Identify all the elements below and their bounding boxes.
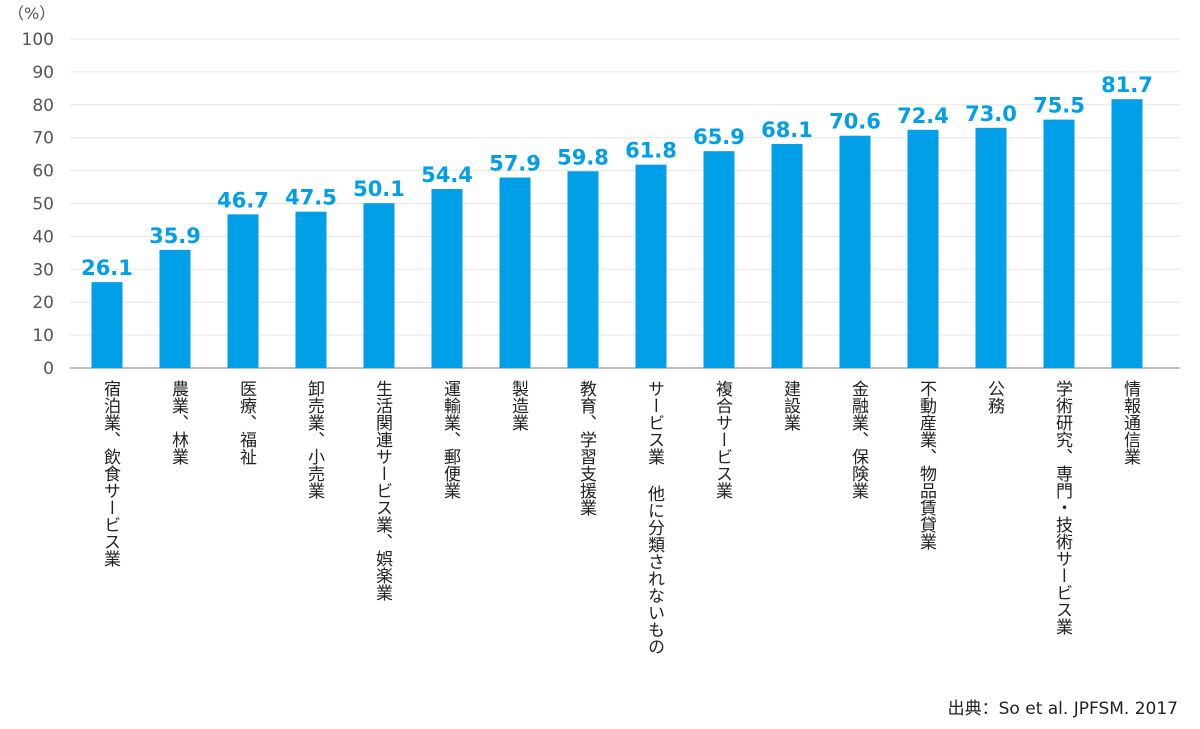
x-category-label: 卸売業、小売業 bbox=[304, 380, 324, 499]
x-category-label: 農業、林業 bbox=[168, 380, 188, 465]
bar-value-label: 73.0 bbox=[965, 102, 1017, 126]
bar-chart: 0 10 20 30 40 50 60 70 80 90 100 26.1 35.9 46.7 47.5 50… bbox=[22, 30, 1180, 379]
x-category-label: 製造業 bbox=[508, 380, 528, 431]
bar bbox=[907, 129, 939, 368]
bar-value-label: 26.1 bbox=[81, 256, 133, 280]
x-category-label: 情報通信業 bbox=[1120, 380, 1140, 465]
bar bbox=[975, 127, 1007, 368]
bar-value-label: 59.8 bbox=[557, 145, 609, 169]
x-category-label: 宿泊業、飲食サービス業 bbox=[100, 380, 120, 567]
bar-value-label: 46.7 bbox=[217, 188, 269, 212]
bar bbox=[1111, 99, 1143, 368]
bar-value-label: 81.7 bbox=[1101, 73, 1153, 97]
bar bbox=[771, 143, 803, 368]
bar bbox=[159, 249, 191, 368]
bar bbox=[363, 203, 395, 368]
y-tick-label: 0 bbox=[43, 359, 54, 379]
bar-value-label: 35.9 bbox=[149, 224, 201, 248]
bar-value-label: 68.1 bbox=[761, 118, 813, 142]
bar-value-label: 57.9 bbox=[489, 152, 541, 176]
bar bbox=[635, 164, 667, 368]
bar bbox=[91, 282, 123, 368]
x-category-label: 建設業 bbox=[780, 380, 800, 431]
bar bbox=[431, 189, 463, 368]
bar-value-label: 50.1 bbox=[353, 177, 405, 201]
x-category-label: 公務 bbox=[984, 380, 1004, 414]
bar-value-label: 61.8 bbox=[625, 139, 677, 163]
bar-value-label: 70.6 bbox=[829, 110, 881, 134]
y-tick-label: 20 bbox=[32, 293, 54, 313]
bar bbox=[499, 177, 531, 368]
x-category-label: 金融業、保険業 bbox=[848, 380, 868, 499]
source-citation: 出典：So et al. JPFSM. 2017 bbox=[947, 699, 1178, 719]
y-tick-label: 30 bbox=[32, 260, 54, 280]
y-tick-label: 40 bbox=[32, 227, 54, 247]
x-category-label: 学術研究、専門・技術サービス業 bbox=[1052, 380, 1072, 635]
y-tick-label: 50 bbox=[32, 195, 54, 215]
bar bbox=[227, 214, 259, 368]
x-category-label: 運輸業、郵便業 bbox=[440, 380, 460, 499]
x-category-label: 医療、福祉 bbox=[236, 380, 256, 465]
y-tick-label: 80 bbox=[32, 96, 54, 116]
y-tick-label: 90 bbox=[32, 63, 54, 83]
y-axis-unit-label: （%） bbox=[8, 4, 56, 23]
bar bbox=[567, 171, 599, 368]
bar bbox=[295, 211, 327, 368]
bar bbox=[1043, 119, 1075, 368]
y-tick-label: 100 bbox=[22, 30, 54, 50]
bar-value-label: 65.9 bbox=[693, 125, 745, 149]
bar-value-label: 54.4 bbox=[421, 163, 473, 187]
bar-value-label: 47.5 bbox=[285, 186, 337, 210]
bar bbox=[703, 151, 735, 368]
x-category-label: 生活関連サービス業、娯楽業 bbox=[372, 380, 392, 601]
x-category-label: サービス業 他に分類されないもの bbox=[644, 380, 664, 655]
bar-value-label: 75.5 bbox=[1033, 94, 1085, 118]
x-category-label: 複合サービス業 bbox=[712, 380, 732, 499]
bar-value-label: 72.4 bbox=[897, 104, 949, 128]
y-tick-label: 60 bbox=[32, 162, 54, 182]
bar bbox=[839, 135, 871, 368]
y-tick-label: 10 bbox=[32, 326, 54, 346]
y-tick-label: 70 bbox=[32, 129, 54, 149]
x-category-label: 教育、学習支援業 bbox=[576, 380, 596, 516]
x-category-label: 不動産業、物品賃貸業 bbox=[916, 380, 936, 550]
